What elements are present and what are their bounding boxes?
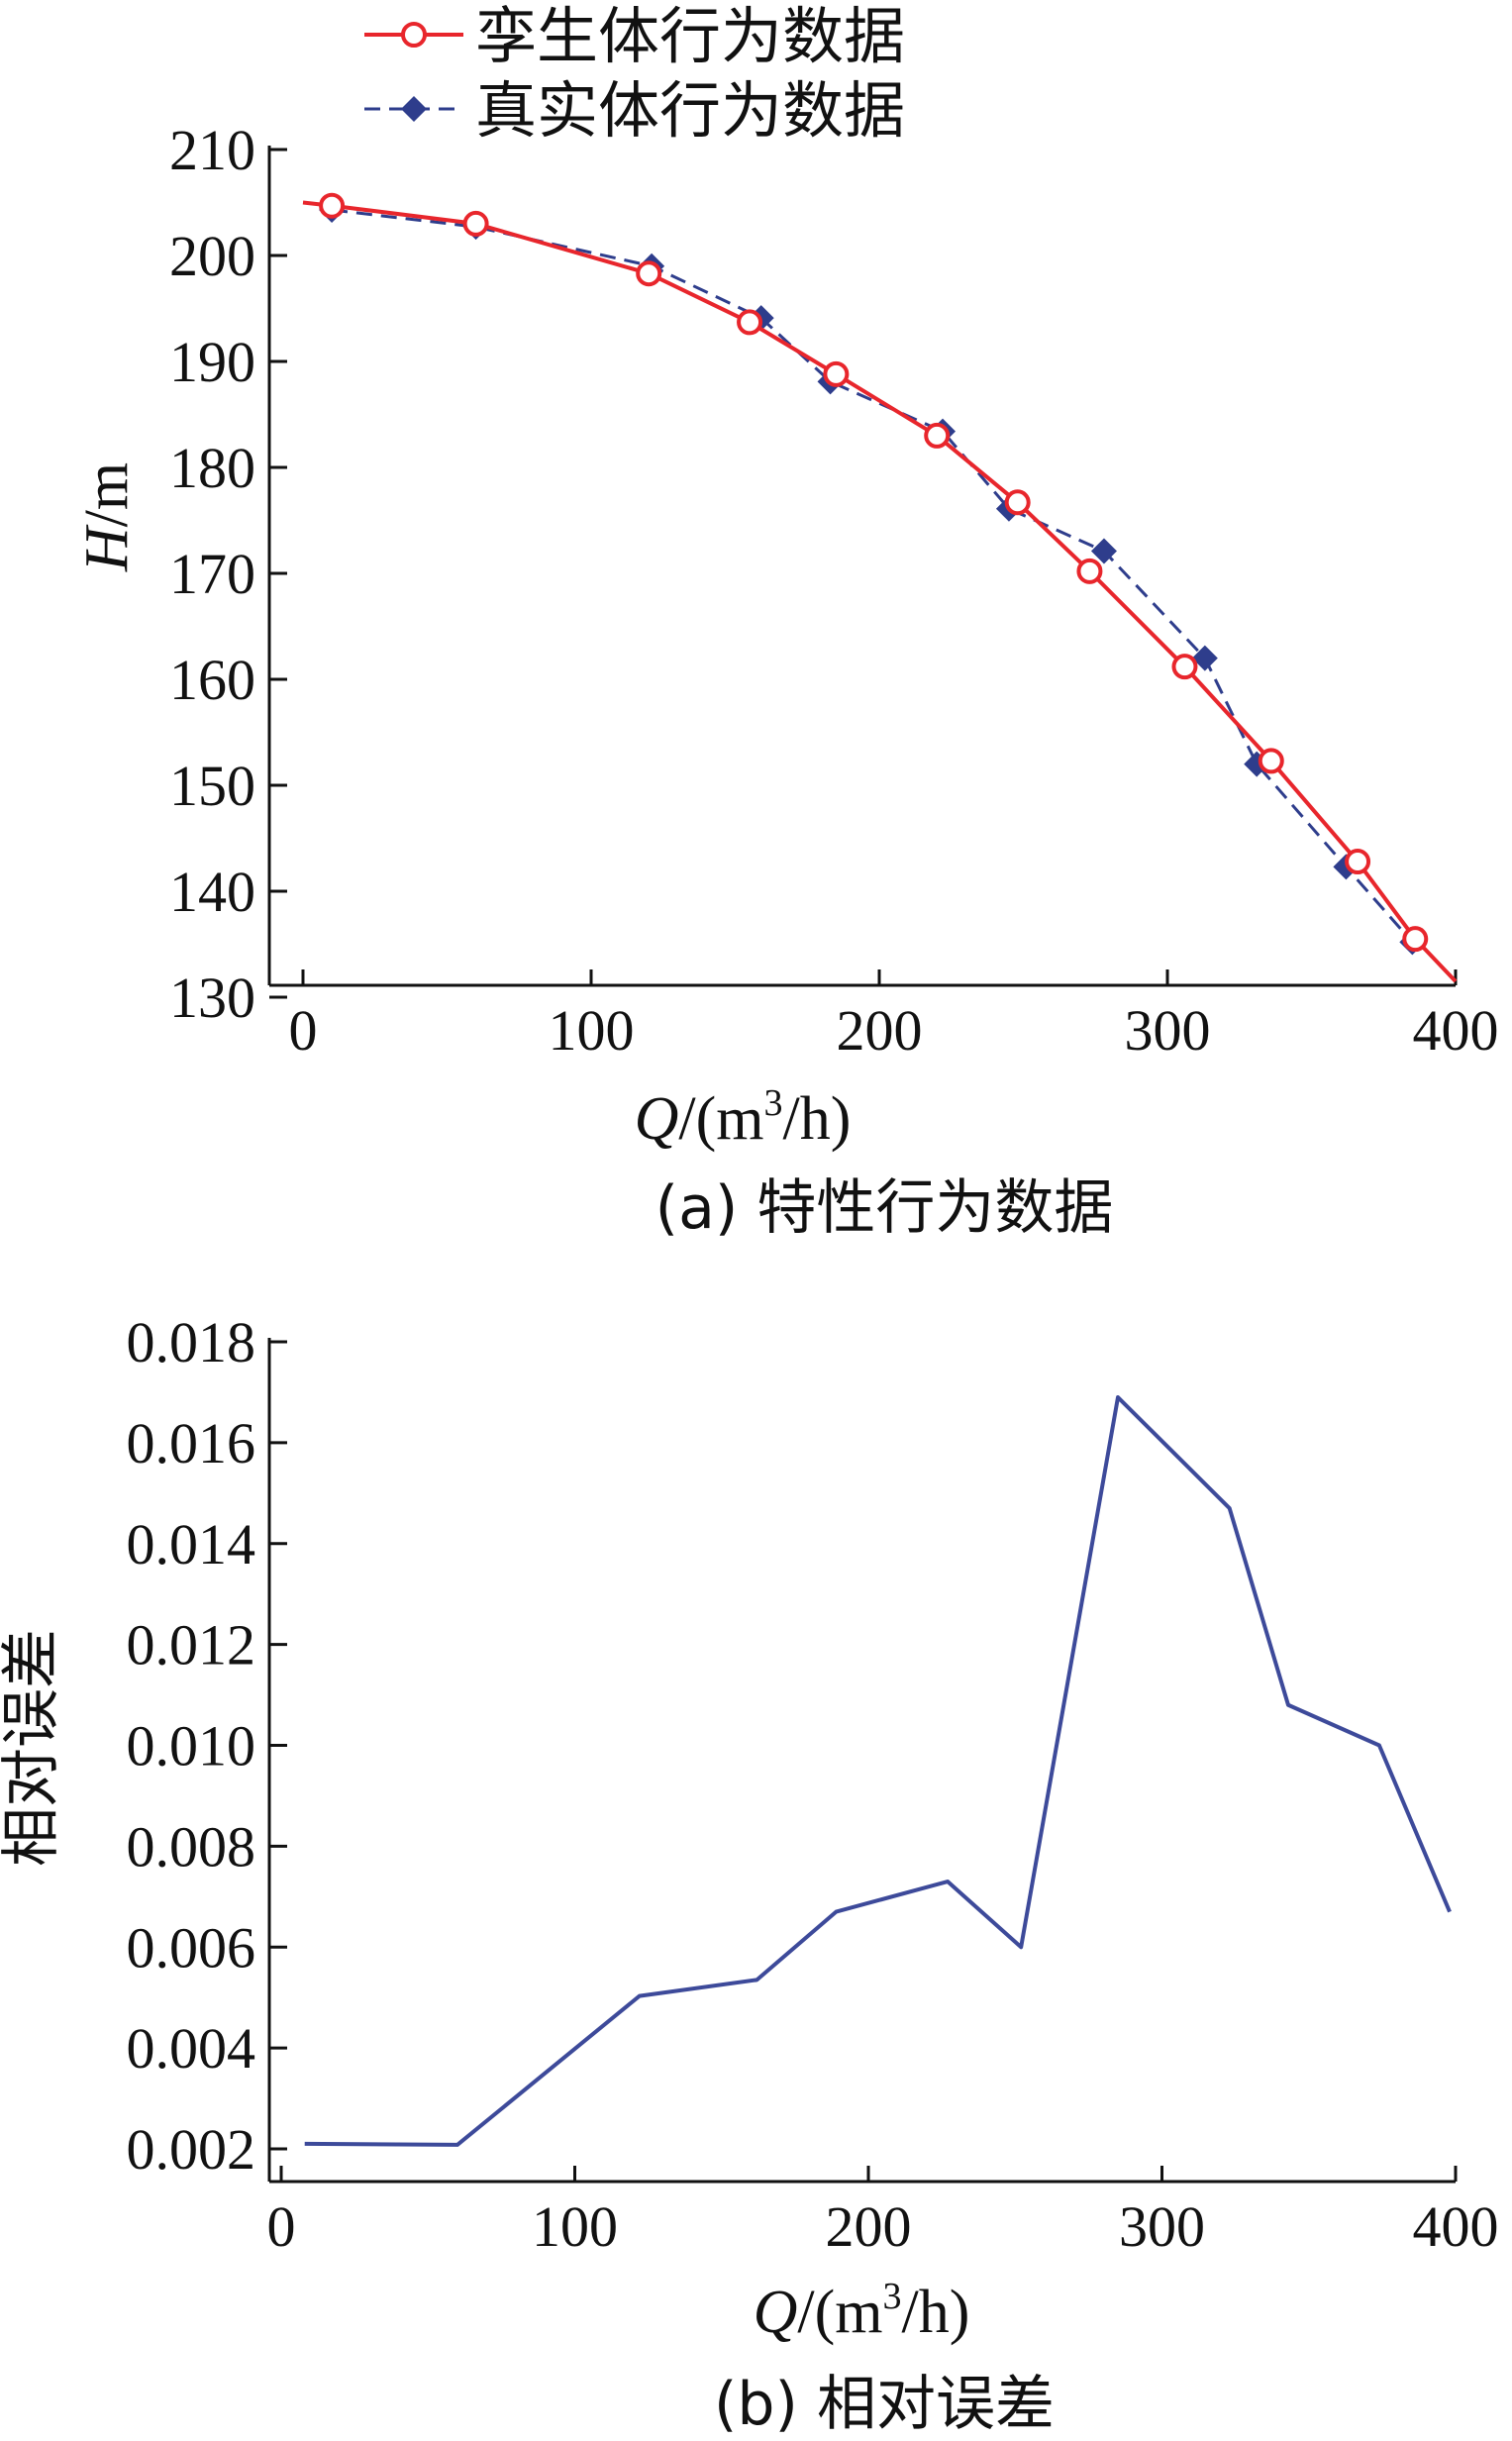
chart-a-y-tick-label: 160: [169, 648, 255, 712]
chart-b-y-axis-label: 相对误差: [0, 1629, 66, 1867]
chart-b-y-tick-label: 0.018: [127, 1310, 256, 1374]
chart-b-x-axis-label: Q/(m3/h): [754, 2276, 970, 2346]
legend-marker-real: [401, 96, 427, 122]
chart-a-y-tick-label: 210: [169, 118, 255, 182]
chart-a: 130 140 150 160 170 180 190 200 210 0 100 200 300 40…: [73, 0, 1499, 1243]
chart-a-y-tick-label: 170: [169, 542, 255, 606]
chart-b-x-tick-label: 300: [1119, 2194, 1205, 2259]
point-twin: [1004, 489, 1031, 516]
chart-b-y-tick-label: 0.004: [127, 2016, 256, 2081]
chart-a-y-tick-labels: 130 140 150 160 170 180 190 200 210: [169, 118, 255, 1030]
point-twin: [1258, 748, 1284, 774]
chart-a-y-tick-label: 150: [169, 754, 255, 818]
chart-a-x-tick-label: 100: [549, 998, 635, 1063]
chart-a-caption: (a) 特性行为数据: [655, 1173, 1114, 1243]
chart-b-y-tick-label: 0.014: [127, 1512, 256, 1576]
chart-b-axes: [267, 1338, 1458, 2184]
point-twin: [924, 422, 951, 449]
chart-b: 0.002 0.004 0.006 0.008 0.010 0.012 0.014 0.016…: [0, 1310, 1499, 2439]
chart-b-y-tick-label: 0.016: [127, 1411, 256, 1475]
chart-a-y-tick-label: 180: [169, 436, 255, 500]
legend-entry-twin: 孪生体行为数据: [364, 0, 905, 72]
chart-a-y-tick-label: 140: [169, 860, 255, 924]
chart-a-x-tick-label: 200: [837, 998, 923, 1063]
chart-b-caption: (b) 相对误差: [714, 2370, 1055, 2439]
point-twin: [636, 260, 662, 287]
chart-b-y-tick-label: 0.012: [127, 1613, 256, 1678]
chart-b-x-tick-label: 400: [1413, 2194, 1499, 2259]
point-twin: [1076, 558, 1103, 584]
chart-b-y-tick-label: 0.008: [127, 1814, 256, 1879]
legend-label-twin: 孪生体行为数据: [475, 0, 905, 72]
chart-a-y-tick-label: 130: [169, 966, 255, 1030]
chart-a-y-axis-label: H/m: [73, 462, 141, 572]
chart-a-series: [302, 192, 1458, 983]
point-real: [1191, 645, 1218, 671]
chart-b-y-tick-label: 0.002: [127, 2117, 256, 2182]
point-twin: [737, 309, 763, 336]
chart-a-x-tick-labels: 0 100 200 300 400: [289, 998, 1499, 1063]
point-twin: [462, 210, 489, 237]
chart-b-series: [304, 1395, 1452, 2147]
legend-entry-real: 真实体行为数据: [364, 74, 905, 147]
legend-marker-twin: [401, 22, 427, 48]
chart-b-x-tick-label: 0: [267, 2194, 296, 2259]
chart-b-y-tick-labels: 0.002 0.004 0.006 0.008 0.010 0.012 0.014 0.016…: [127, 1310, 256, 2182]
chart-a-x-tick-label: 0: [289, 998, 318, 1063]
legend-label-real: 真实体行为数据: [475, 74, 905, 147]
point-twin: [823, 360, 850, 387]
point-twin: [1345, 849, 1371, 875]
chart-b-x-tick-labels: 0 100 200 300 400: [267, 2194, 1499, 2259]
chart-a-x-tick-label: 300: [1125, 998, 1211, 1063]
series-line-relative-error: [304, 1395, 1452, 2147]
point-twin: [319, 192, 346, 219]
chart-b-y-tick-label: 0.010: [127, 1714, 256, 1779]
chart-a-y-tick-label: 200: [169, 224, 255, 288]
point-real: [1090, 538, 1117, 564]
chart-a-x-axis-label: Q/(m3/h): [635, 1082, 852, 1153]
chart-b-y-tick-label: 0.006: [127, 1915, 256, 1980]
chart-a-y-tick-label: 190: [169, 330, 255, 394]
chart-b-x-tick-label: 200: [826, 2194, 912, 2259]
chart-a-legend: 孪生体行为数据 真实体行为数据: [364, 0, 905, 147]
chart-a-x-tick-label: 400: [1413, 998, 1499, 1063]
point-twin: [1171, 654, 1198, 680]
chart-b-x-tick-label: 100: [532, 2194, 618, 2259]
series-line-real: [331, 208, 1414, 944]
point-twin: [1402, 926, 1429, 953]
chart-a-axes: [267, 146, 1458, 999]
series-line-twin: [302, 200, 1458, 983]
